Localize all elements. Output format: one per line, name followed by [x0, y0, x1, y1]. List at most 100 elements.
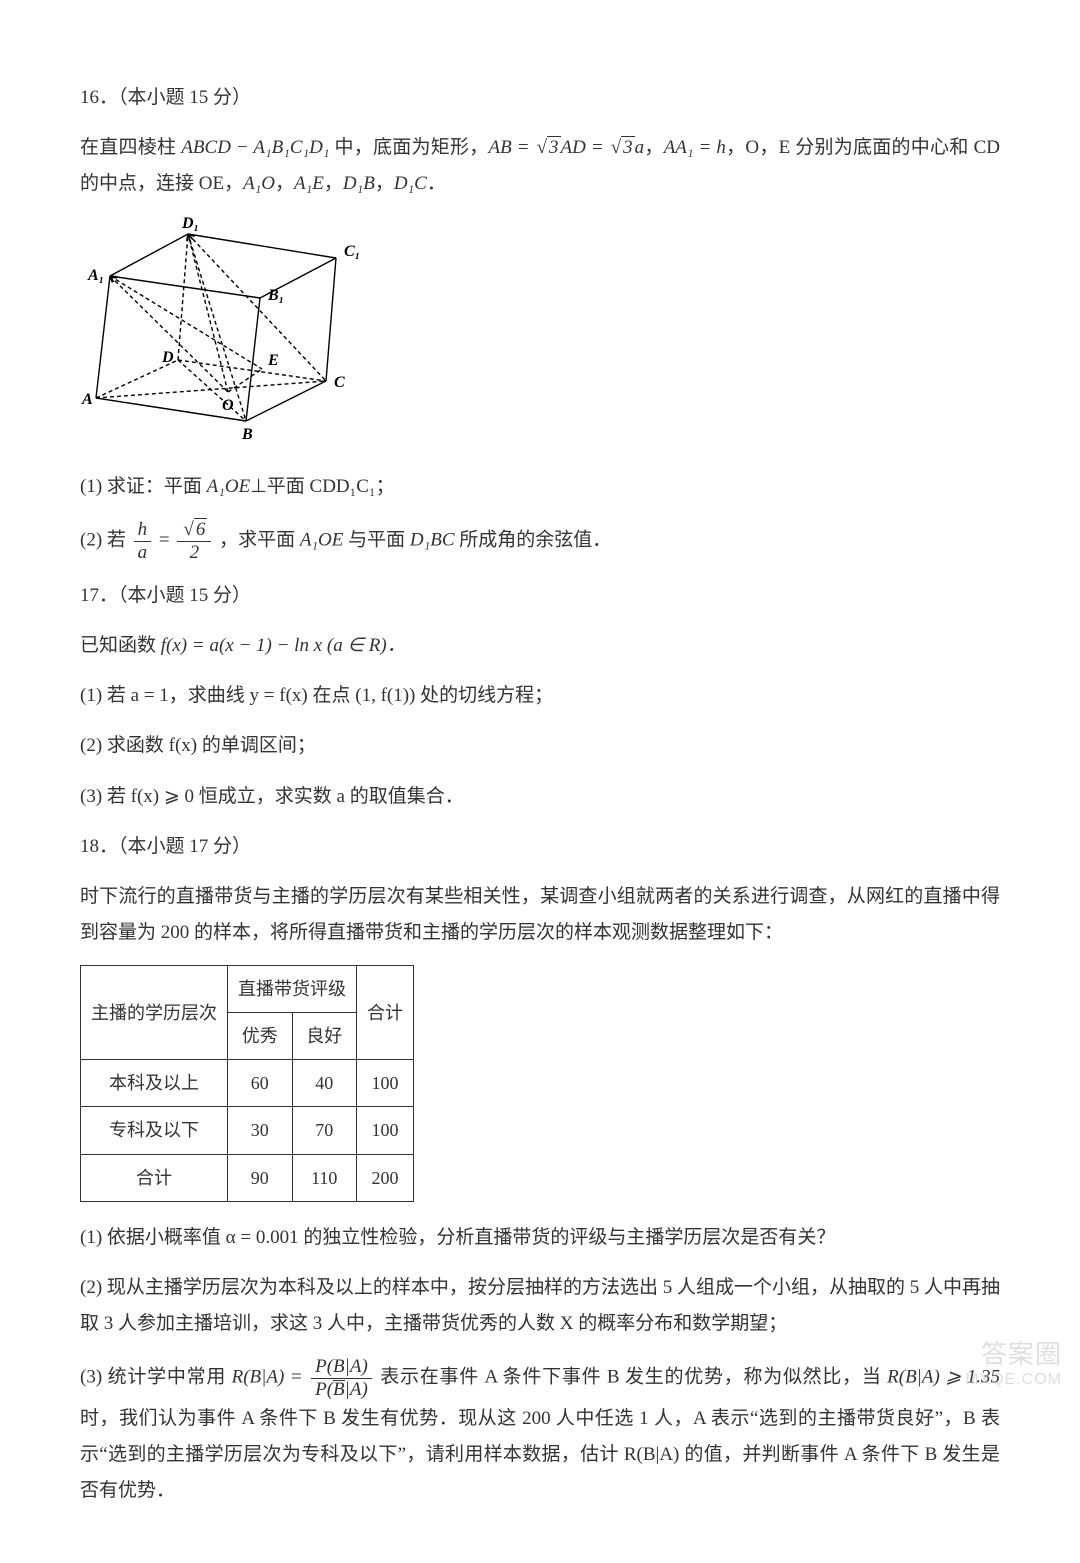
svg-text:B₁: B₁: [267, 287, 284, 304]
q17-points: （本小题 15 分）: [118, 585, 251, 606]
table-row: 合计 90 110 200: [81, 1154, 414, 1201]
q18-part2: (2) 现从主播学历层次为本科及以上的样本中，按分层抽样的方法选出 5 人组成一…: [80, 1270, 1000, 1342]
cell: 110: [292, 1154, 357, 1201]
text: 与平面: [343, 530, 410, 551]
q16-heading: 16．（本小题 15 分）: [80, 80, 1000, 116]
num: h: [134, 519, 152, 542]
text: ，: [275, 173, 294, 194]
q16-number: 16．: [80, 87, 118, 108]
q17-part1: (1) 若 a = 1，求曲线 y = f(x) 在点 (1, f(1)) 处的…: [80, 678, 1000, 714]
prism-name: ABCD − A₁B₁C₁D₁: [181, 137, 329, 158]
frac-h-a: h a: [134, 519, 152, 564]
text: 时，我们认为事件 A 条件下 B 发生有优势．现从这 200 人中任选 1 人，…: [80, 1408, 1000, 1501]
cell: 30: [228, 1107, 293, 1154]
text: ，: [644, 137, 664, 158]
fx-def: f(x) = a(x − 1) − ln x (a ∈ R)．: [161, 635, 406, 656]
prism-svg: A B C D A₁ B₁ C₁ D₁ O E: [80, 216, 370, 441]
seg: D₁C: [394, 173, 427, 194]
text: ，: [375, 173, 394, 194]
svg-text:B: B: [241, 426, 253, 441]
col-total: 合计: [357, 965, 414, 1059]
cell: 100: [357, 1107, 414, 1154]
row-label: 本科及以上: [81, 1060, 228, 1107]
text: 中，底面为矩形，: [329, 137, 488, 158]
b-bar: B: [333, 1379, 345, 1401]
q18-table: 主播的学历层次 直播带货评级 合计 优秀 良好 本科及以上 60 40 100 …: [80, 965, 414, 1202]
den: a: [134, 542, 152, 564]
num: P(B|A): [311, 1356, 372, 1379]
q16-diagram: A B C D A₁ B₁ C₁ D₁ O E: [80, 216, 1000, 454]
q16-part1: (1) 求证：平面 A₁OE⊥平面 CDD₁C₁；: [80, 469, 1000, 505]
q18-part3: (3) 统计学中常用 R(B|A) = P(B|A) P(B|A) 表示在事件 …: [80, 1356, 1000, 1509]
plane: D₁BC: [410, 530, 455, 551]
eq: =: [159, 530, 174, 551]
sqrt3: 3: [535, 130, 561, 166]
table-header-row-1: 主播的学历层次 直播带货评级 合计: [81, 965, 414, 1012]
seg: D₁B: [343, 173, 375, 194]
eq-a: a: [635, 137, 645, 158]
eq-ad: AD =: [561, 137, 609, 158]
table-row: 本科及以上 60 40 100: [81, 1060, 414, 1107]
colgroup-label: 直播带货评级: [228, 965, 357, 1012]
svg-text:A₁: A₁: [87, 267, 104, 284]
text: ；: [376, 476, 395, 497]
col-rowheader: 主播的学历层次: [81, 965, 228, 1059]
text: 所成角的余弦值．: [455, 530, 612, 551]
q18-heading: 18．（本小题 17 分）: [80, 829, 1000, 865]
frac-sqrt6-2: 6 2: [177, 519, 211, 564]
sqrt3b: 3: [609, 130, 635, 166]
seg: A₁E: [294, 173, 324, 194]
text: (2) 若: [80, 530, 131, 551]
q16-points: （本小题 15 分）: [118, 87, 251, 108]
seg: A₁O: [243, 173, 275, 194]
radicand: 6: [194, 518, 208, 540]
col-a: 优秀: [228, 1013, 293, 1060]
text: ，: [324, 173, 343, 194]
cell: 60: [228, 1060, 293, 1107]
svg-text:C₁: C₁: [344, 243, 360, 260]
q18-points: （本小题 17 分）: [118, 836, 251, 857]
text: 在直四棱柱: [80, 137, 181, 158]
q17-number: 17．: [80, 585, 118, 606]
den: P(B|A): [311, 1379, 372, 1401]
q16-part2: (2) 若 h a = 6 2 ，求平面 A₁OE 与平面 D₁BC 所成角的余…: [80, 519, 1000, 564]
svg-text:D: D: [161, 349, 174, 366]
cell: 70: [292, 1107, 357, 1154]
cell: 100: [357, 1060, 414, 1107]
text: 已知函数: [80, 635, 161, 656]
row-label: 专科及以下: [81, 1107, 228, 1154]
eq-h: AA₁ = h: [664, 137, 726, 158]
q18-part1: (1) 依据小概率值 α = 0.001 的独立性检验，分析直播带货的评级与主播…: [80, 1220, 1000, 1256]
text: ，: [726, 137, 746, 158]
text: P(: [315, 1379, 333, 1400]
plane: 平面 CDD₁C₁: [267, 476, 376, 497]
q17-intro: 已知函数 f(x) = a(x − 1) − ln x (a ∈ R)．: [80, 628, 1000, 664]
q16-intro: 在直四棱柱 ABCD − A₁B₁C₁D₁ 中，底面为矩形，AB = 3AD =…: [80, 130, 1000, 202]
text: |A): [345, 1379, 368, 1400]
cell: 200: [357, 1154, 414, 1201]
num: 6: [177, 519, 211, 542]
text: ．: [427, 173, 446, 194]
q17-part2: (2) 求函数 f(x) 的单调区间；: [80, 728, 1000, 764]
perp: ⊥: [250, 476, 267, 497]
row-label: 合计: [81, 1154, 228, 1201]
svg-text:C: C: [334, 374, 345, 391]
text: 表示在事件 A 条件下事件 B 发生的优势，称为似然比，当: [380, 1367, 887, 1388]
plane: A₁OE: [300, 530, 344, 551]
table-row: 专科及以下 30 70 100: [81, 1107, 414, 1154]
text: ，求平面: [219, 530, 300, 551]
svg-text:E: E: [267, 352, 279, 369]
q17-part3: (3) 若 f(x) ⩾ 0 恒成立，求实数 a 的取值集合．: [80, 779, 1000, 815]
svg-text:O: O: [222, 397, 234, 414]
plane: A₁OE: [207, 476, 251, 497]
svg-text:A: A: [81, 391, 93, 408]
svg-text:D₁: D₁: [181, 216, 199, 232]
cell: 90: [228, 1154, 293, 1201]
radicand: 3: [621, 136, 635, 158]
lhs: R(B|A) =: [232, 1367, 309, 1388]
q18-number: 18．: [80, 836, 118, 857]
radicand: 3: [547, 136, 561, 158]
q18-intro: 时下流行的直播带货与主播的学历层次有某些相关性，某调查小组就两者的关系进行调查，…: [80, 879, 1000, 951]
ineq: R(B|A) ⩾ 1.35: [887, 1367, 1000, 1388]
col-b: 良好: [292, 1013, 357, 1060]
